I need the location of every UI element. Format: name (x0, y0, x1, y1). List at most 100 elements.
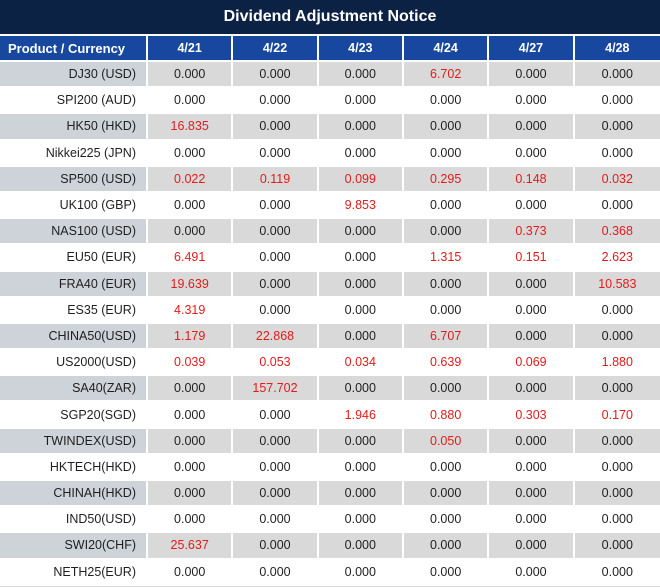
product-cell: SP500 (USD) (0, 166, 148, 193)
column-header-date: 4/28 (574, 36, 660, 62)
product-cell: NAS100 (USD) (0, 219, 148, 246)
value-cell: 0.000 (489, 271, 575, 298)
value-cell: 0.000 (403, 507, 490, 534)
value-cell: 0.000 (233, 271, 319, 298)
value-cell: 0.000 (403, 114, 490, 141)
product-cell: IND50(USD) (0, 507, 148, 534)
value-cell: 0.000 (233, 559, 319, 586)
value-cell: 0.000 (574, 376, 660, 403)
value-cell: 0.000 (489, 192, 575, 220)
column-header-date: 4/23 (318, 36, 404, 62)
value-cell: 0.148 (489, 166, 575, 193)
value-cell: 0.170 (574, 402, 660, 429)
notice-title: Dividend Adjustment Notice (0, 0, 660, 36)
value-cell: 6.707 (403, 323, 490, 351)
value-cell: 0.639 (403, 350, 490, 377)
product-cell: SA40(ZAR) (0, 376, 148, 403)
value-cell: 0.000 (233, 428, 319, 455)
value-cell: 0.000 (233, 507, 319, 534)
product-cell: TWINDEX(USD) (0, 428, 148, 455)
value-cell: 0.022 (148, 166, 234, 193)
value-cell: 0.000 (489, 507, 575, 534)
value-cell: 4.319 (148, 297, 234, 324)
value-cell: 0.368 (574, 219, 660, 246)
value-cell: 0.000 (148, 88, 234, 115)
product-cell: CHINAH(HKD) (0, 481, 148, 508)
value-cell: 0.099 (318, 166, 404, 193)
value-cell: 0.000 (489, 559, 575, 586)
value-cell: 0.000 (148, 62, 234, 89)
value-cell: 0.000 (403, 219, 490, 246)
value-cell: 0.000 (318, 271, 404, 298)
column-header-date: 4/24 (403, 36, 490, 62)
product-cell: DJ30 (USD) (0, 62, 148, 89)
table-row: ES35 (EUR) 4.319 0.000 0.000 0.000 0.000 0.000 (0, 297, 660, 324)
value-cell: 0.000 (148, 428, 234, 455)
value-cell: 0.000 (318, 533, 404, 560)
value-cell: 0.000 (233, 88, 319, 115)
value-cell: 0.000 (489, 62, 575, 89)
value-cell: 0.000 (574, 62, 660, 89)
value-cell: 0.000 (403, 297, 490, 324)
value-cell: 0.000 (148, 192, 234, 220)
table-row: CHINA50(USD) 1.179 22.868 0.000 6.707 0.000 0.… (0, 323, 660, 351)
value-cell: 0.373 (489, 219, 575, 246)
value-cell: 0.000 (318, 140, 404, 167)
value-cell: 0.000 (574, 140, 660, 167)
value-cell: 25.637 (148, 533, 234, 560)
value-cell: 0.000 (318, 323, 404, 351)
value-cell: 1.179 (148, 323, 234, 351)
product-cell: UK100 (GBP) (0, 192, 148, 220)
column-header-date: 4/27 (489, 36, 575, 62)
table-row: SPI200 (AUD) 0.000 0.000 0.000 0.000 0.000 0.0… (0, 88, 660, 115)
column-header-date: 4/21 (148, 36, 234, 62)
value-cell: 0.000 (489, 428, 575, 455)
value-cell: 0.069 (489, 350, 575, 377)
value-cell: 0.039 (148, 350, 234, 377)
table-row: NETH25(EUR) 0.000 0.000 0.000 0.000 0.000 0.00… (0, 559, 660, 586)
value-cell: 0.000 (233, 114, 319, 141)
value-cell: 0.000 (403, 533, 490, 560)
value-cell: 0.000 (233, 245, 319, 272)
value-cell: 0.000 (489, 297, 575, 324)
table-row: UK100 (GBP) 0.000 0.000 9.853 0.000 0.000 0.00… (0, 192, 660, 220)
value-cell: 157.702 (233, 376, 319, 403)
value-cell: 0.000 (233, 402, 319, 429)
value-cell: 0.000 (233, 219, 319, 246)
value-cell: 0.034 (318, 350, 404, 377)
value-cell: 0.050 (403, 428, 490, 455)
column-header-product: Product / Currency (0, 36, 148, 62)
value-cell: 0.000 (148, 219, 234, 246)
value-cell: 19.639 (148, 271, 234, 298)
table-row: IND50(USD) 0.000 0.000 0.000 0.000 0.000 0.000 (0, 507, 660, 534)
table-row: HK50 (HKD) 16.835 0.000 0.000 0.000 0.000 0.00… (0, 114, 660, 141)
value-cell: 0.000 (574, 323, 660, 351)
value-cell: 0.000 (574, 559, 660, 586)
value-cell: 0.000 (403, 454, 490, 481)
table-row: SWI20(CHF) 25.637 0.000 0.000 0.000 0.000 0.00… (0, 533, 660, 560)
value-cell: 0.000 (233, 140, 319, 167)
value-cell: 16.835 (148, 114, 234, 141)
value-cell: 2.623 (574, 245, 660, 272)
value-cell: 0.151 (489, 245, 575, 272)
value-cell: 0.000 (318, 507, 404, 534)
value-cell: 0.000 (403, 376, 490, 403)
table-row: Nikkei225 (JPN) 0.000 0.000 0.000 0.000 0.000… (0, 140, 660, 167)
value-cell: 0.000 (233, 454, 319, 481)
value-cell: 0.032 (574, 166, 660, 193)
value-cell: 0.000 (318, 62, 404, 89)
value-cell: 0.000 (403, 271, 490, 298)
value-cell: 0.000 (489, 533, 575, 560)
product-cell: SPI200 (AUD) (0, 88, 148, 115)
value-cell: 0.000 (574, 192, 660, 220)
value-cell: 0.000 (148, 454, 234, 481)
value-cell: 0.000 (489, 114, 575, 141)
value-cell: 0.000 (574, 297, 660, 324)
value-cell: 0.000 (233, 297, 319, 324)
table-row: SP500 (USD) 0.022 0.119 0.099 0.295 0.148 0.03… (0, 166, 660, 193)
value-cell: 0.000 (574, 481, 660, 508)
value-cell: 0.000 (318, 481, 404, 508)
value-cell: 0.000 (489, 376, 575, 403)
value-cell: 0.000 (233, 481, 319, 508)
